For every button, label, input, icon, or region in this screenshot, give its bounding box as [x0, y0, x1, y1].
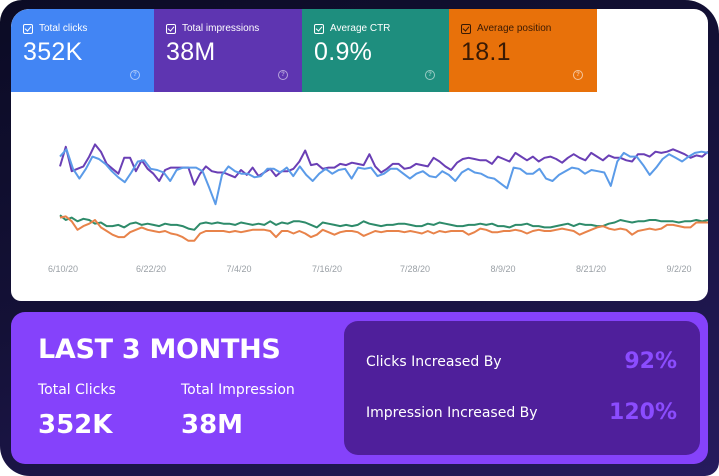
- help-circle-icon[interactable]: ?: [278, 70, 288, 80]
- metric-card-total-impressions[interactable]: Total impressions 38M ?: [154, 9, 302, 92]
- x-tick-label: 7/4/20: [226, 264, 251, 274]
- total-clicks-value: 352K: [38, 410, 113, 440]
- x-tick-label: 7/28/20: [400, 264, 430, 274]
- x-tick-label: 6/10/20: [48, 264, 78, 274]
- help-circle-icon[interactable]: ?: [425, 70, 435, 80]
- x-tick-label: 7/16/20: [312, 264, 342, 274]
- impressions-growth-value: 120%: [609, 400, 677, 425]
- metric-card-average-position[interactable]: Average position 18.1 ?: [449, 9, 597, 92]
- summary-panel: LAST 3 MONTHS Total Clicks 352K Total Im…: [11, 312, 708, 464]
- help-circle-icon[interactable]: ?: [573, 70, 583, 80]
- metric-label: Average position: [477, 23, 552, 34]
- clicks-growth-row: Clicks Increased By 92%: [366, 349, 677, 374]
- metric-card-total-clicks[interactable]: Total clicks 352K ?: [11, 9, 154, 92]
- metric-value: 18.1: [461, 38, 511, 66]
- series-line-total-impressions: [59, 143, 708, 186]
- search-console-panel: Total clicks 352K ? Total impressions 38…: [11, 9, 708, 301]
- period-title: LAST 3 MONTHS: [38, 334, 281, 365]
- checkbox-checked-icon[interactable]: [314, 23, 324, 34]
- clicks-growth-label: Clicks Increased By: [366, 353, 502, 370]
- total-impressions-value: 38M: [181, 410, 244, 440]
- clicks-growth-value: 92%: [624, 349, 677, 374]
- total-impressions-label: Total Impression: [181, 382, 295, 398]
- checkbox-checked-icon[interactable]: [461, 23, 471, 34]
- growth-card: Clicks Increased By 92% Impression Incre…: [344, 321, 700, 455]
- metric-value: 38M: [166, 38, 216, 66]
- series-line-average-position: [59, 215, 708, 242]
- checkbox-checked-icon[interactable]: [23, 23, 33, 34]
- total-impressions-stat: Total Impression 38M: [181, 382, 295, 440]
- series-line-total-clicks: [59, 148, 708, 206]
- checkbox-checked-icon[interactable]: [166, 23, 176, 34]
- impressions-growth-row: Impression Increased By 120%: [366, 400, 677, 425]
- metric-cards: Total clicks 352K ? Total impressions 38…: [11, 9, 597, 92]
- x-tick-label: 8/9/20: [490, 264, 515, 274]
- help-circle-icon[interactable]: ?: [130, 70, 140, 80]
- total-clicks-stat: Total Clicks 352K: [38, 382, 116, 440]
- impressions-growth-label: Impression Increased By: [366, 404, 538, 421]
- metric-value: 352K: [23, 38, 83, 66]
- metric-card-average-ctr[interactable]: Average CTR 0.9% ?: [302, 9, 449, 92]
- total-clicks-label: Total Clicks: [38, 382, 116, 398]
- metric-label: Average CTR: [330, 23, 391, 34]
- x-tick-label: 8/21/20: [576, 264, 606, 274]
- performance-line-chart: 6/10/20 6/22/20 7/4/20 7/16/20 7/28/20 8/9/20…: [48, 143, 708, 274]
- series-line-average-ctr: [59, 214, 708, 231]
- metric-label: Total clicks: [39, 23, 88, 34]
- x-tick-label: 9/2/20: [666, 264, 691, 274]
- metric-value: 0.9%: [314, 38, 373, 66]
- x-axis: 6/10/20 6/22/20 7/4/20 7/16/20 7/28/20 8/9/20…: [48, 264, 692, 274]
- x-tick-label: 6/22/20: [136, 264, 166, 274]
- metric-label: Total impressions: [182, 23, 260, 34]
- series-layer: [59, 143, 708, 242]
